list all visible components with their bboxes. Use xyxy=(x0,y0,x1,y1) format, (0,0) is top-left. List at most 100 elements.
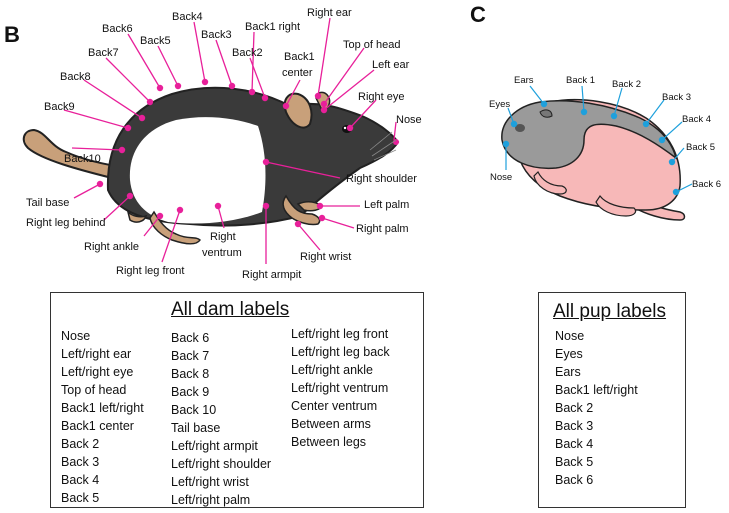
pup-label-item: Nose xyxy=(555,327,638,345)
dam-label-item: Left/right palm xyxy=(171,491,271,509)
dam-label-item: Left/right armpit xyxy=(171,437,271,455)
pup-label-nose: Nose xyxy=(490,172,512,183)
dam-marker-back4 xyxy=(202,79,208,85)
dam-label-right-eye: Right eye xyxy=(358,91,404,103)
dam-marker-back5 xyxy=(175,83,181,89)
dam-labels-col1: Nose Left/right ear Left/right eye Top o… xyxy=(61,327,144,507)
dam-marker-right-ventrum xyxy=(215,203,221,209)
dam-labels-col3: Left/right leg front Left/right leg back… xyxy=(291,325,390,451)
dam-label-item: Between arms xyxy=(291,415,390,433)
dam-label-back1-center-b: center xyxy=(282,67,313,79)
dam-label-right-ankle: Right ankle xyxy=(84,241,139,253)
dam-marker-back2 xyxy=(262,95,268,101)
dam-label-item: Back 2 xyxy=(61,435,144,453)
dam-label-item: Left/right ventrum xyxy=(291,379,390,397)
pup-label-item: Back 2 xyxy=(555,399,638,417)
pup-label-item: Ears xyxy=(555,363,638,381)
dam-label-right-wrist: Right wrist xyxy=(300,251,351,263)
dam-eye-glint xyxy=(344,127,346,129)
pup-marker-back6 xyxy=(673,189,679,195)
pup-marker-back4 xyxy=(659,137,665,143)
dam-label-back10: Back10 xyxy=(64,153,101,165)
dam-label-item: Left/right shoulder xyxy=(171,455,271,473)
dam-label-back5: Back5 xyxy=(140,35,171,47)
dam-marker-right-shoulder xyxy=(263,159,269,165)
pup-label-item: Back 3 xyxy=(555,417,638,435)
pup-marker-eyes xyxy=(511,121,517,127)
dam-label-right-leg-behind: Right leg behind xyxy=(26,217,106,229)
dam-label-item: Back 4 xyxy=(61,471,144,489)
dam-marker-back8 xyxy=(139,115,145,121)
dam-label-item: Back 6 xyxy=(171,329,271,347)
pup-marker-ears xyxy=(541,101,547,107)
dam-marker-right-palm xyxy=(319,215,325,221)
dam-label-item: Tail base xyxy=(171,419,271,437)
panel-letter-c: C xyxy=(470,2,486,27)
dam-marker-back3 xyxy=(229,83,235,89)
dam-marker-back6 xyxy=(157,85,163,91)
pup-labels-col: Nose Eyes Ears Back1 left/right Back 2 B… xyxy=(555,327,638,489)
dam-label-back3: Back3 xyxy=(201,29,232,41)
dam-label-item: Top of head xyxy=(61,381,144,399)
pup-label-item: Eyes xyxy=(555,345,638,363)
panel-letter-b: B xyxy=(4,22,20,47)
pup-label-item: Back 6 xyxy=(555,471,638,489)
dam-label-item: Back 7 xyxy=(171,347,271,365)
dam-label-right-ear: Right ear xyxy=(307,7,352,19)
dam-marker-right-leg-behind xyxy=(127,193,133,199)
dam-label-item: Back 9 xyxy=(171,383,271,401)
pup-marker-nose xyxy=(503,141,509,147)
pup-labels-box: All pup labels Nose Eyes Ears Back1 left… xyxy=(538,292,686,508)
dam-marker-back10 xyxy=(119,147,125,153)
dam-marker-right-leg-front xyxy=(177,207,183,213)
pup-marker-back2 xyxy=(611,113,617,119)
dam-marker-right-ankle xyxy=(157,213,163,219)
dam-label-right-palm: Right palm xyxy=(356,223,409,235)
dam-label-back8: Back8 xyxy=(60,71,91,83)
dam-label-left-ear: Left ear xyxy=(372,59,410,71)
dam-label-item: Back 8 xyxy=(171,365,271,383)
dam-label-item: Left/right wrist xyxy=(171,473,271,491)
dam-marker-right-armpit xyxy=(263,203,269,209)
dam-label-nose: Nose xyxy=(396,114,422,126)
pup-label-eyes: Eyes xyxy=(489,99,510,110)
dam-label-right-armpit: Right armpit xyxy=(242,269,301,281)
dam-label-back1-center-a: Back1 xyxy=(284,51,315,63)
dam-label-item: Center ventrum xyxy=(291,397,390,415)
pup-label-back5: Back 5 xyxy=(686,142,715,153)
dam-label-back2: Back2 xyxy=(232,47,263,59)
dam-label-back4: Back4 xyxy=(172,11,203,23)
dam-label-top-of-head: Top of head xyxy=(343,39,401,51)
dam-label-item: Back 3 xyxy=(61,453,144,471)
dam-label-right-leg-front: Right leg front xyxy=(116,265,184,277)
dam-label-right-ventrum-a: Right xyxy=(210,231,236,243)
pup-label-back6: Back 6 xyxy=(692,179,721,190)
dam-marker-right-ear xyxy=(315,93,321,99)
pup-label-back3: Back 3 xyxy=(662,92,691,103)
dam-marker-right-eye xyxy=(347,125,353,131)
pup-label-item: Back 5 xyxy=(555,453,638,471)
pup-labels-title: All pup labels xyxy=(553,301,666,323)
dam-marker-back9 xyxy=(125,125,131,131)
dam-marker-back7 xyxy=(147,99,153,105)
dam-white-patch xyxy=(130,117,266,223)
dam-marker-right-wrist xyxy=(295,221,301,227)
dam-label-item: Back1 center xyxy=(61,417,144,435)
dam-label-left-palm: Left palm xyxy=(364,199,409,211)
dam-label-tail-base: Tail base xyxy=(26,197,69,209)
dam-marker-back1-center xyxy=(283,103,289,109)
pup-label-ears: Ears xyxy=(514,75,534,86)
dam-label-item: Back 10 xyxy=(171,401,271,419)
dam-label-back9: Back9 xyxy=(44,101,75,113)
pup-label-item: Back1 left/right xyxy=(555,381,638,399)
pup-label-back1: Back 1 xyxy=(566,75,595,86)
dam-marker-back1-right xyxy=(249,89,255,95)
dam-label-right-ventrum-b: ventrum xyxy=(202,247,242,259)
dam-marker-left-ear xyxy=(321,107,327,113)
dam-label-item: Between legs xyxy=(291,433,390,451)
dam-label-back1-right: Back1 right xyxy=(245,21,300,33)
dam-label-item: Nose xyxy=(61,327,144,345)
dam-labels-col2: Back 6 Back 7 Back 8 Back 9 Back 10 Tail… xyxy=(171,329,271,509)
dam-label-item: Back 5 xyxy=(61,489,144,507)
dam-marker-left-palm xyxy=(317,203,323,209)
